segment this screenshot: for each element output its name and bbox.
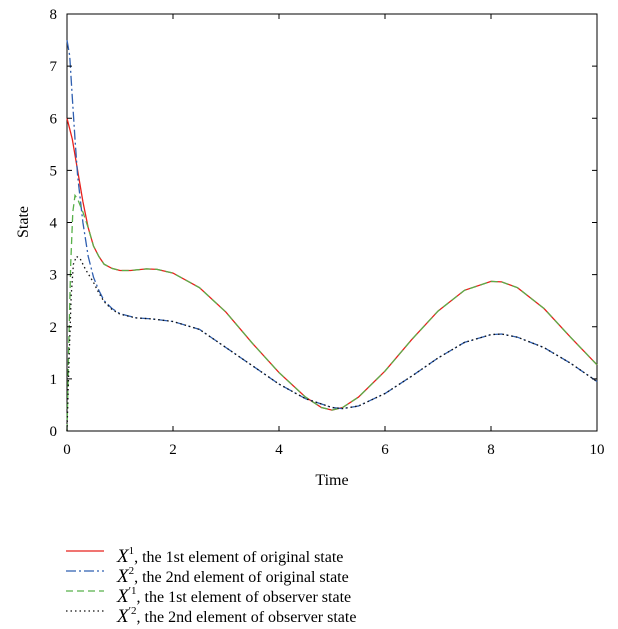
y-tick-label: 2 (50, 320, 58, 336)
y-tick-label: 3 (50, 268, 58, 284)
legend-description: , the 2nd element of observer state (136, 609, 357, 626)
line-chart: 0 2 4 6 8 10 0 1 2 3 4 5 6 7 8 Time State (15, 7, 605, 489)
y-axis-label: State (15, 206, 32, 238)
legend-label: X′1, the 1st element of observer state (117, 580, 351, 609)
legend-item-2: X2, the 2nd element of original state (0, 560, 618, 587)
legend-symbol: X (117, 546, 129, 567)
x-tick-label: 10 (590, 442, 605, 458)
series-line-4 (66, 255, 598, 432)
x-axis-label: Time (315, 472, 348, 489)
legend-description: , the 2nd element of original state (134, 569, 349, 586)
y-tick-label: 6 (50, 111, 58, 127)
y-tick-label: 8 (50, 7, 58, 23)
y-tick-label: 4 (50, 216, 58, 232)
y-tick-label: 0 (50, 424, 58, 440)
series-line-1 (66, 118, 598, 411)
legend-symbol: X (117, 606, 129, 627)
legend-swatch (66, 590, 104, 592)
legend-description: , the 1st element of observer state (136, 589, 352, 606)
series-line-3 (66, 193, 598, 432)
legend-label: X′2, the 2nd element of observer state (117, 600, 356, 629)
legend-swatch (66, 570, 104, 572)
y-tick-label: 7 (50, 59, 58, 75)
legend-item-4: X′2, the 2nd element of observer state (0, 600, 618, 627)
x-tick-label: 8 (487, 442, 495, 458)
legend-item-3: X′1, the 1st element of observer state (0, 580, 618, 607)
legend-swatch (66, 550, 104, 552)
series-layer (66, 39, 598, 432)
legend-label: X2, the 2nd element of original state (117, 560, 349, 589)
legend-superscript: 1 (128, 545, 135, 557)
y-tick-label: 5 (50, 163, 58, 179)
ticks-layer: 0 2 4 6 8 10 0 1 2 3 4 5 6 7 8 (50, 7, 605, 458)
legend-superscript: ′2 (128, 605, 137, 617)
legend-superscript: 2 (128, 565, 135, 577)
plot-frame (66, 13, 598, 432)
series-line-2 (66, 39, 598, 410)
legend-description: , the 1st element of original state (134, 549, 344, 566)
legend-superscript: ′1 (128, 585, 137, 597)
legend-symbol: X (117, 586, 129, 607)
legend-swatch (66, 610, 104, 612)
x-tick-label: 0 (63, 442, 71, 458)
y-tick-label: 1 (50, 372, 58, 388)
x-tick-label: 2 (169, 442, 177, 458)
legend-symbol: X (117, 566, 129, 587)
x-tick-label: 6 (381, 442, 389, 458)
legend-item-1: X1, the 1st element of original state (0, 540, 618, 567)
x-tick-label: 4 (275, 442, 283, 458)
legend-label: X1, the 1st element of original state (117, 540, 343, 569)
